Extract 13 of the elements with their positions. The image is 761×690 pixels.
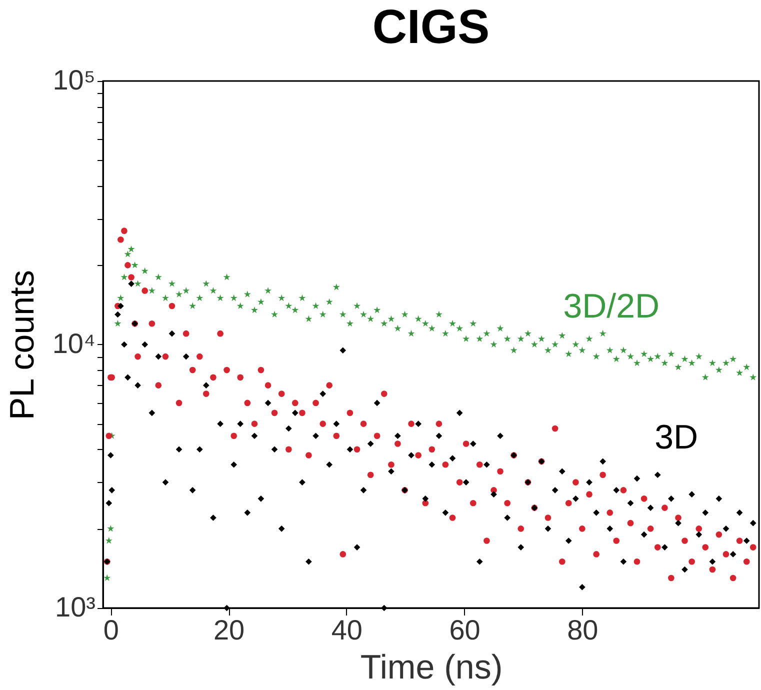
x-tick-label: 80	[567, 614, 598, 646]
series-label: 3D	[654, 418, 698, 457]
x-tick-label: 40	[331, 614, 362, 646]
series-label: 3D/2D	[563, 287, 660, 326]
chart-title: CIGS	[372, 1, 490, 54]
y-tick-label: 10⁵	[52, 64, 96, 96]
x-tick-label: 20	[213, 614, 245, 646]
y-tick-label: 10⁴	[52, 328, 96, 359]
y-tick-label: 10³	[55, 592, 96, 622]
x-axis-title: Time (ns)	[360, 648, 503, 686]
x-tick-label: 60	[449, 614, 480, 646]
x-tick-label: 0	[103, 614, 119, 646]
y-axis-title: PL counts	[3, 270, 42, 420]
